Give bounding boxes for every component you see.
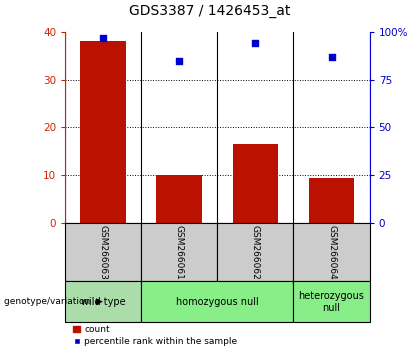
Bar xyxy=(218,223,294,281)
Text: genotype/variation  ▶: genotype/variation ▶ xyxy=(4,297,103,306)
Text: wild type: wild type xyxy=(81,297,126,307)
Text: GSM266063: GSM266063 xyxy=(99,225,108,280)
Bar xyxy=(309,178,354,223)
Bar xyxy=(294,223,370,281)
Point xyxy=(100,35,107,40)
Bar xyxy=(141,281,294,322)
Point xyxy=(176,58,183,63)
Point xyxy=(252,40,259,46)
Text: GSM266061: GSM266061 xyxy=(175,225,184,280)
Bar xyxy=(156,175,202,223)
Text: homozygous null: homozygous null xyxy=(176,297,259,307)
Bar xyxy=(65,223,141,281)
Text: GDS3387 / 1426453_at: GDS3387 / 1426453_at xyxy=(129,4,291,18)
Bar xyxy=(80,41,126,223)
Text: GSM266064: GSM266064 xyxy=(327,225,336,280)
Bar xyxy=(141,223,218,281)
Text: heterozygous
null: heterozygous null xyxy=(299,291,365,313)
Bar xyxy=(233,144,278,223)
Bar xyxy=(294,281,370,322)
Bar xyxy=(65,281,141,322)
Text: GSM266062: GSM266062 xyxy=(251,225,260,280)
Point xyxy=(328,54,335,59)
Legend: count, percentile rank within the sample: count, percentile rank within the sample xyxy=(70,321,241,349)
